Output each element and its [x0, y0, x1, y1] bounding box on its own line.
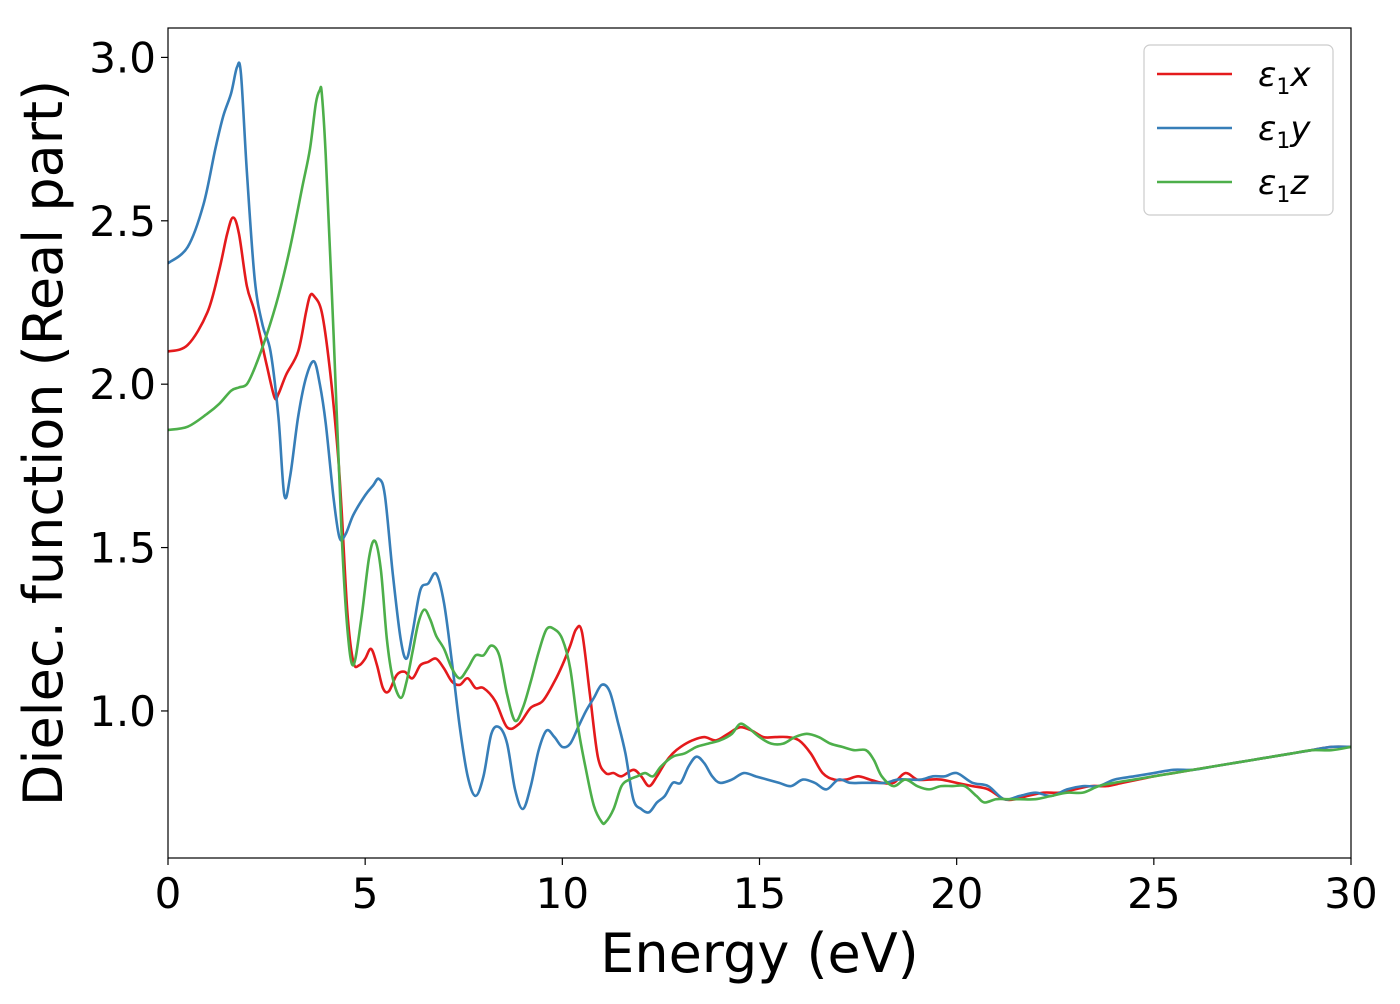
x-tick-label: 25 — [1127, 869, 1180, 918]
legend-label-y: ε1y — [1258, 109, 1311, 154]
series-line-z — [168, 85, 1351, 826]
x-axis-label: Energy (eV) — [600, 922, 919, 985]
legend-symbol: ε — [1258, 163, 1276, 203]
series-line-x — [168, 216, 1351, 802]
x-tick-label: 5 — [352, 869, 379, 918]
y-axis: 1.0 1.5 2.0 2.5 3.0 — [89, 33, 168, 736]
legend-variable: y — [1289, 109, 1311, 149]
legend-symbol: ε — [1258, 55, 1276, 95]
legend-subscript: 1 — [1276, 75, 1290, 100]
legend-subscript: 1 — [1276, 183, 1290, 208]
y-tick-label: 2.0 — [89, 360, 156, 409]
x-tick-label: 0 — [155, 869, 182, 918]
legend-variable: z — [1289, 163, 1309, 203]
y-tick-label: 1.5 — [89, 524, 156, 573]
legend-subscript: 1 — [1276, 129, 1290, 154]
x-tick-label: 15 — [733, 869, 786, 918]
y-tick-label: 2.5 — [89, 197, 156, 246]
y-axis-label: Dielec. function (Real part) — [12, 80, 75, 806]
y-tick-label: 3.0 — [89, 33, 156, 82]
legend-box — [1143, 44, 1334, 216]
x-tick-label: 10 — [536, 869, 589, 918]
legend-symbol: ε — [1258, 109, 1276, 149]
x-axis: 0 5 10 15 20 25 30 — [155, 858, 1378, 918]
legend-label-x: ε1x — [1258, 55, 1311, 100]
x-tick-label: 30 — [1324, 869, 1377, 918]
x-tick-label: 20 — [930, 869, 983, 918]
y-tick-label: 1.0 — [89, 687, 156, 736]
series-layer — [168, 61, 1351, 826]
legend-label-z: ε1z — [1258, 163, 1309, 208]
legend-variable: x — [1289, 55, 1311, 95]
